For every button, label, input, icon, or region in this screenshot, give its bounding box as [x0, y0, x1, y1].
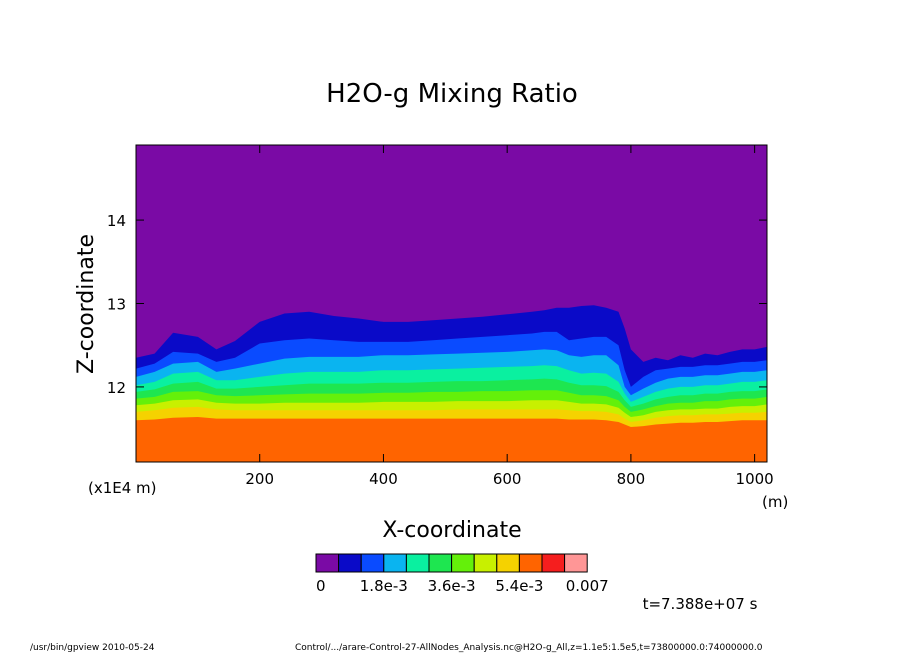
colorbar-label: 0: [316, 577, 326, 595]
y-tick-label: 12: [107, 379, 126, 397]
x-tick-label: 200: [245, 470, 274, 488]
footer-right: Control/.../arare-Control-27-AllNodes_An…: [295, 643, 763, 653]
x-tick-label: 800: [617, 470, 646, 488]
colorbar-swatch: [428, 553, 453, 573]
colorbar-label: 3.6e-3: [428, 577, 476, 595]
axis-ticks: 200 400 600 800 1000 12 13 14: [107, 145, 774, 488]
colorbar-swatch: [564, 553, 588, 573]
y-unit-label: (x1E4 m): [88, 479, 157, 497]
plot-field: [136, 145, 767, 462]
colorbar-swatch: [338, 553, 362, 573]
x-axis-label: X-coordinate: [382, 518, 521, 543]
colorbar-swatch: [451, 553, 475, 573]
y-tick-label: 13: [107, 296, 126, 314]
colorbar-label: 1.8e-3: [360, 577, 408, 595]
bottom-band: [136, 445, 767, 462]
x-tick-label: 600: [493, 470, 522, 488]
colorbar-swatch: [541, 553, 566, 573]
x-tick-label: 1000: [736, 470, 774, 488]
colorbar-swatch: [496, 553, 520, 573]
colorbar-swatch: [315, 553, 340, 573]
colorbar-swatch: [405, 553, 430, 573]
y-axis-label: Z-coordinate: [74, 234, 99, 374]
chart-title: H2O-g Mixing Ratio: [326, 79, 578, 109]
y-tick-label: 14: [107, 212, 126, 230]
colorbar-swatch: [518, 553, 543, 573]
x-tick-label: 400: [369, 470, 398, 488]
x-unit-label: (m): [762, 493, 788, 511]
colorbar-swatch: [383, 553, 407, 573]
colorbar: 0 1.8e-3 3.6e-3 5.4e-3 0.007: [315, 553, 609, 595]
colorbar-swatch: [473, 553, 498, 573]
colorbar-swatch: [360, 553, 385, 573]
time-label: t=7.388e+07 s: [643, 595, 758, 613]
colorbar-label: 5.4e-3: [495, 577, 543, 595]
colorbar-label: 0.007: [566, 577, 609, 595]
footer-left: /usr/bin/gpview 2010-05-24: [30, 643, 155, 653]
